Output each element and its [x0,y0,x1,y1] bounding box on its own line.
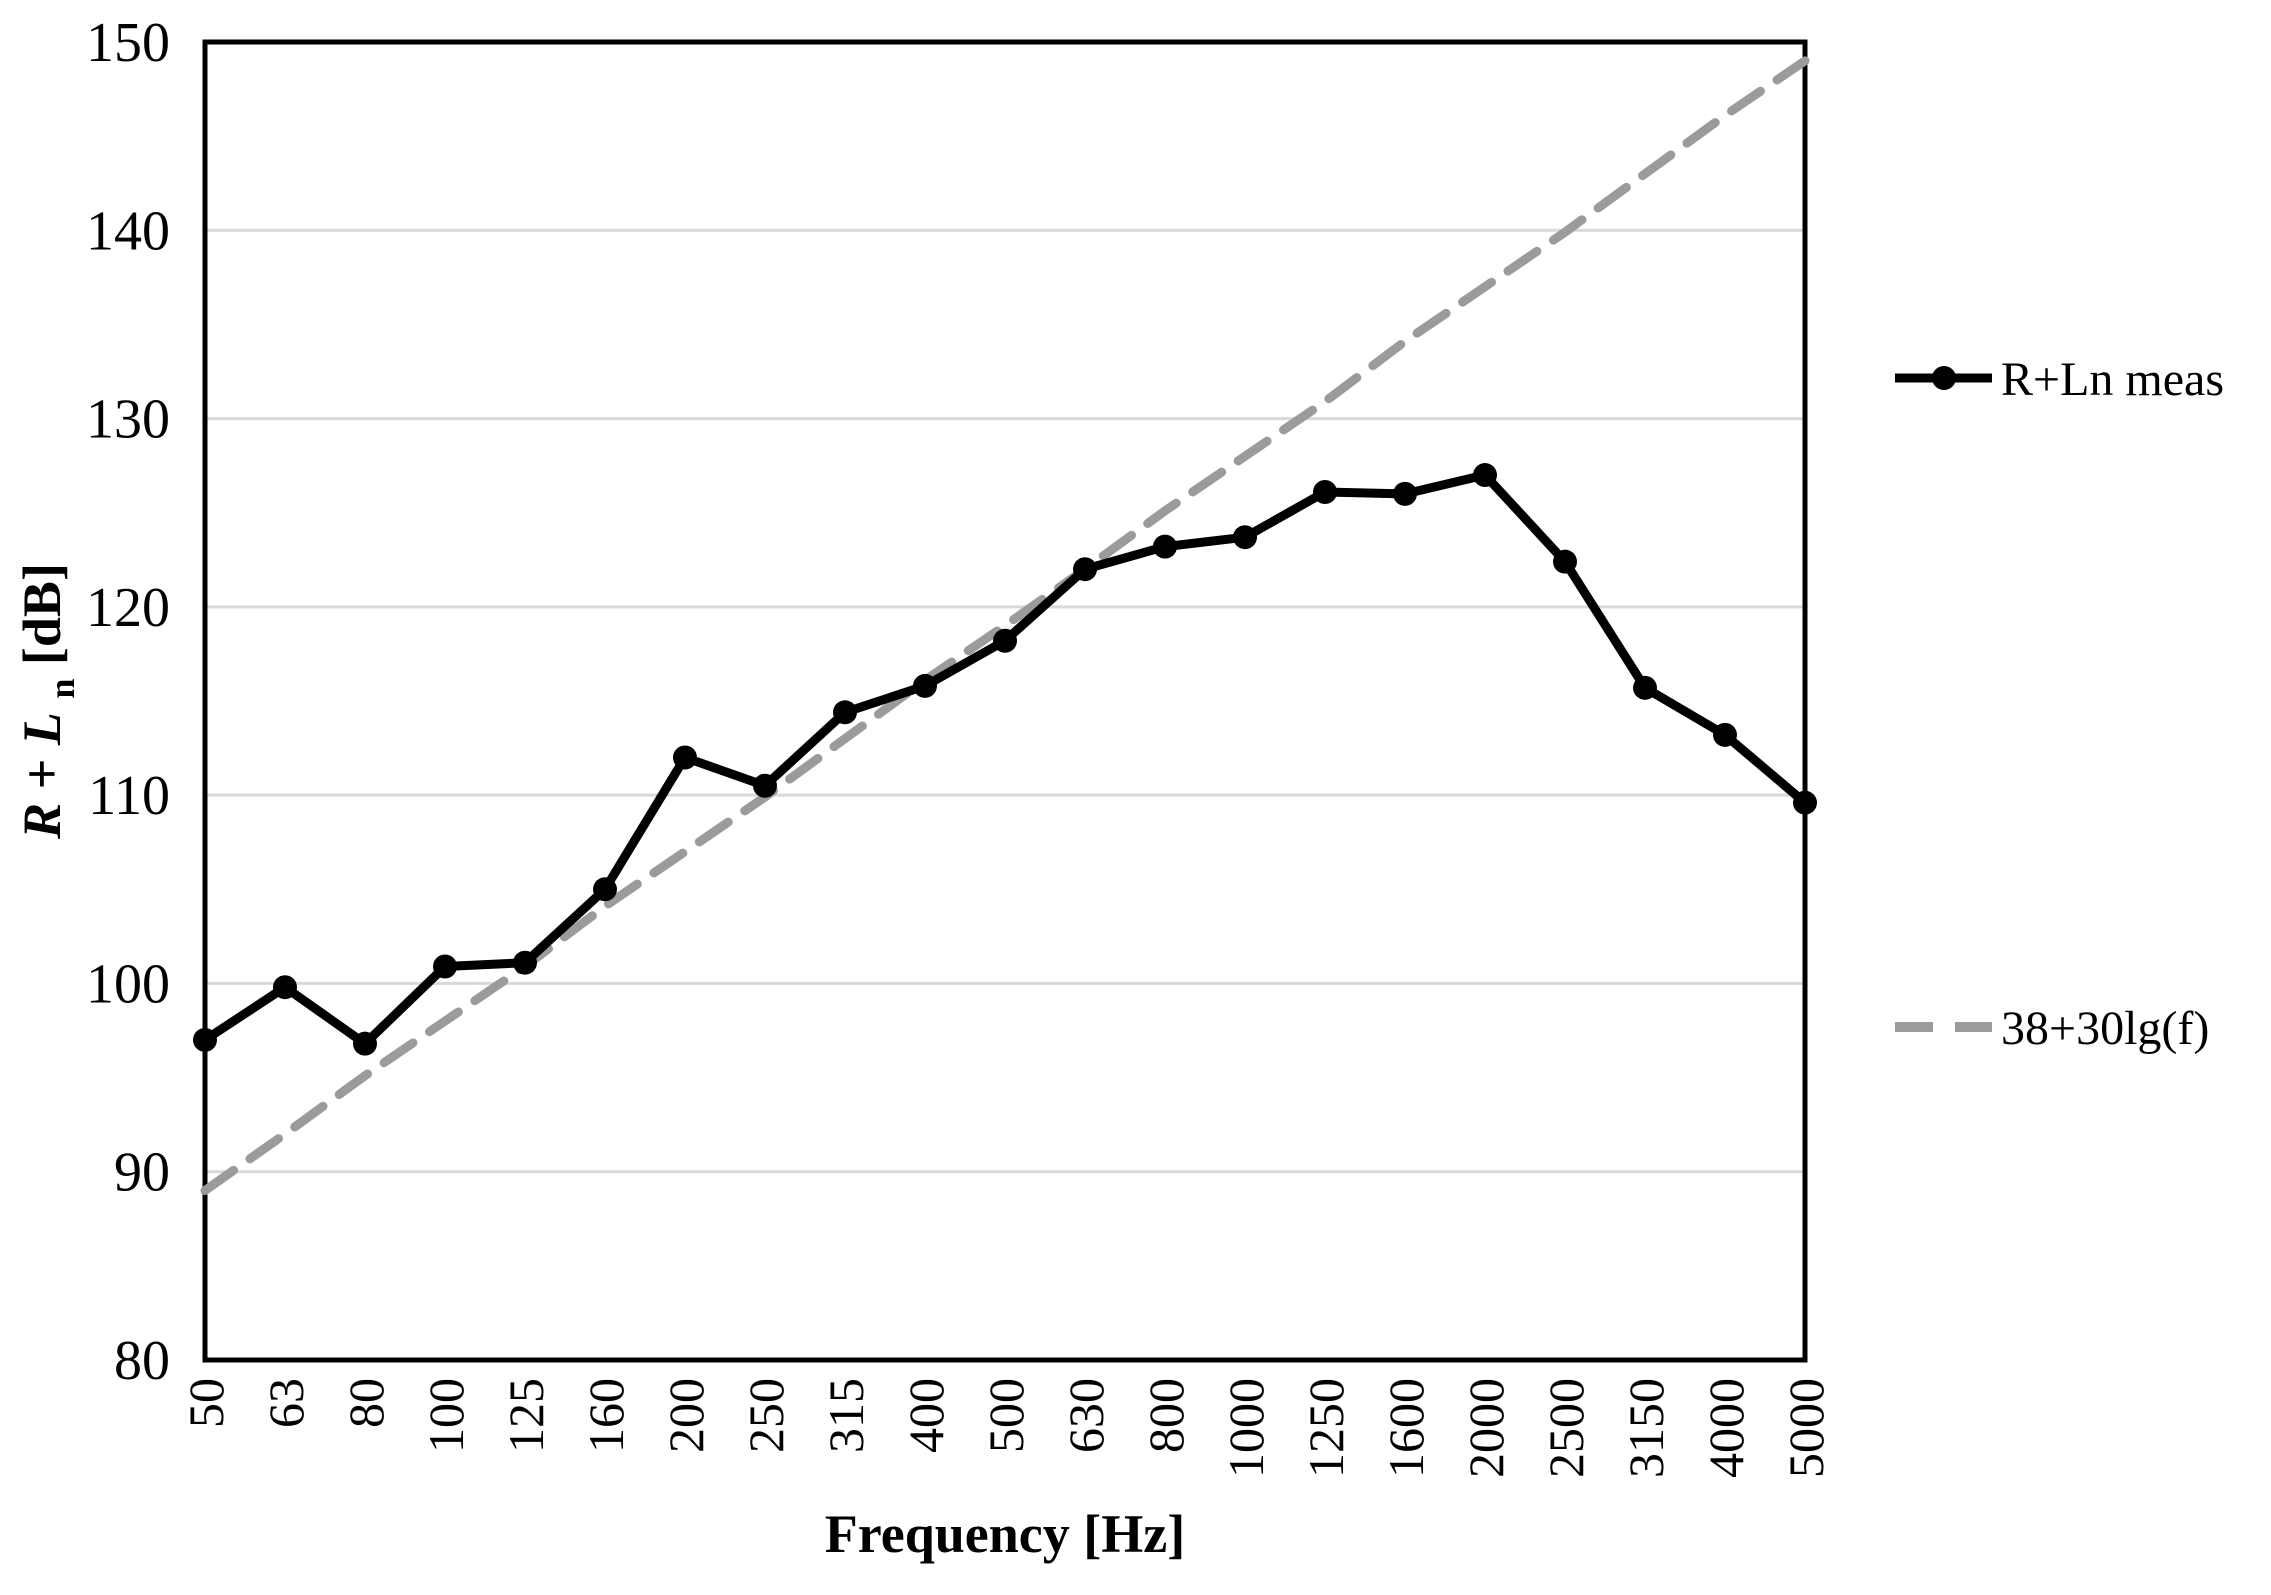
y-tick-label: 120 [86,577,170,639]
data-point-marker [433,954,457,979]
legend-marker-icon [1932,366,1956,390]
x-tick-label: 3150 [1618,1378,1674,1478]
data-point-marker [673,745,697,770]
data-point-marker [513,950,537,975]
data-point-marker [1073,557,1097,582]
x-tick-label: 800 [1138,1378,1194,1453]
data-point-marker [1473,463,1497,488]
series-reference-line [200,56,1810,1196]
x-tick-label: 100 [418,1378,474,1453]
x-tick-label: 80 [338,1378,394,1428]
x-tick-label: 500 [978,1378,1034,1453]
data-point-marker [993,628,1017,653]
x-tick-label: 160 [578,1378,634,1453]
legend-item-reference: 38+30lg(f) [1895,1002,2209,1055]
plot-border [202,39,1808,1363]
x-tick-label: 250 [738,1378,794,1453]
data-point-marker [753,773,777,798]
x-tick-label: 5000 [1778,1378,1834,1478]
y-tick-label: 80 [114,1330,170,1392]
x-tick-label: 400 [898,1378,954,1453]
data-point-marker [1313,480,1337,505]
x-axis-tick-labels: 50 63 80 100 125 160 200 250 315 400 500 630 800 1000… [178,1378,1834,1478]
legend-label-measured: R+Ln meas [2001,353,2224,406]
legend-label-reference: 38+30lg(f) [2001,1002,2209,1055]
x-tick-label: 630 [1058,1378,1114,1453]
legend-item-measured: R+Ln meas [1895,353,2224,406]
data-point-marker [1633,675,1657,700]
y-tick-label: 150 [86,12,170,74]
y-axis-title: R + L n [dB] [12,563,86,840]
data-point-marker [833,700,857,725]
data-point-marker [593,877,617,902]
y-tick-label: 110 [88,765,170,827]
x-tick-label: 1600 [1378,1378,1434,1478]
data-point-marker [1153,534,1177,559]
data-point-marker [1553,549,1577,574]
y-tick-label: 100 [86,953,170,1015]
data-point-marker [1713,722,1737,747]
data-point-marker [913,673,937,698]
y-tick-label: 140 [86,200,170,262]
series-layer [193,56,1817,1196]
y-tick-label: 90 [114,1142,170,1204]
x-tick-label: 2500 [1538,1378,1594,1478]
data-point-marker [193,1027,217,1052]
x-tick-label: 1250 [1298,1378,1354,1478]
data-point-marker [1393,481,1417,506]
data-point-marker [1233,525,1257,550]
x-tick-label: 50 [178,1378,234,1428]
legend: R+Ln meas 38+30lg(f) [1895,353,2224,1055]
y-axis-tick-labels: 80 90 100 110 120 130 140 150 [86,12,170,1392]
x-tick-label: 63 [258,1378,314,1428]
data-point-marker [1793,790,1817,815]
data-point-marker [273,975,297,1000]
gridlines [205,228,1805,1174]
x-tick-label: 2000 [1458,1378,1514,1478]
x-tick-label: 200 [658,1378,714,1453]
x-tick-label: 4000 [1698,1378,1754,1478]
x-tick-label: 315 [818,1378,874,1453]
x-tick-label: 1000 [1218,1378,1274,1478]
data-point-marker [353,1031,377,1056]
x-axis-title: Frequency [Hz] [825,1504,1185,1564]
x-tick-label: 125 [498,1378,554,1453]
y-tick-label: 130 [86,389,170,451]
